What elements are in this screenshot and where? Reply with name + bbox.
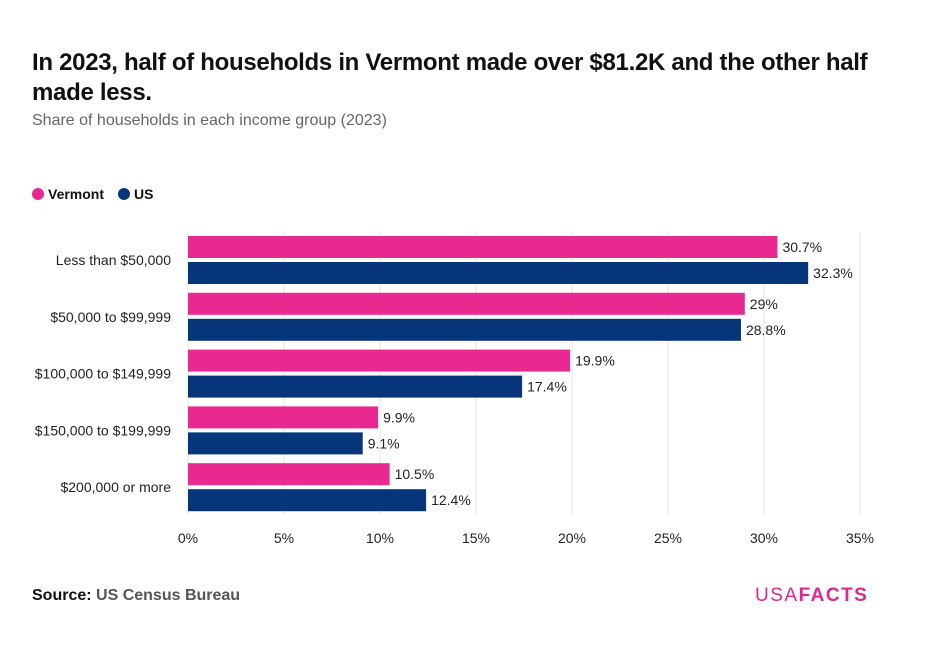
data-label-us: 17.4% [527,379,567,395]
data-label-vermont: 30.7% [782,239,822,255]
source-label: Source: [32,587,92,604]
y-category-label: $200,000 or more [60,479,171,495]
y-category-label: $50,000 to $99,999 [50,309,171,325]
x-tick-label: 25% [654,530,682,546]
logo-part-facts: FACTS [798,585,869,606]
legend: Vermont US [32,186,167,202]
legend-item-vermont: Vermont [32,186,104,202]
y-category-label: $100,000 to $149,999 [35,366,171,382]
source-text: US Census Bureau [96,587,241,604]
data-label-vermont: 19.9% [575,353,615,369]
legend-swatch-us [118,188,131,200]
bar-us [188,489,427,512]
data-label-vermont: 29% [750,296,778,312]
data-label-us: 28.8% [746,322,786,338]
x-tick-label: 5% [274,530,294,546]
bar-vermont [188,292,745,315]
x-tick-label: 20% [558,530,586,546]
source-note: Source: US Census Bureau [32,587,240,605]
data-label-vermont: 9.9% [383,409,415,425]
data-label-vermont: 10.5% [395,466,435,482]
bar-vermont [188,236,778,258]
bar-us [188,262,809,284]
legend-item-us: US [118,186,153,202]
chart-subtitle: Share of households in each income group… [32,112,387,129]
x-tick-label: 35% [846,530,874,546]
legend-label-us: US [134,186,154,202]
bar-us [188,318,741,341]
data-label-us: 9.1% [368,435,400,451]
y-category-label: $150,000 to $199,999 [35,422,171,438]
bar-us [188,375,523,398]
x-tick-label: 0% [178,530,198,546]
legend-swatch-vermont [32,188,44,200]
x-tick-label: 15% [462,530,490,546]
bar-vermont [188,463,390,486]
bar-us [188,432,363,455]
legend-label-vermont: Vermont [48,186,105,202]
data-label-us: 32.3% [813,265,853,281]
chart-title: In 2023, half of households in Vermont m… [32,49,868,106]
bar-vermont [188,349,571,372]
x-tick-label: 10% [366,530,394,546]
logo-part-usa: USA [755,585,799,606]
bar-vermont [188,406,379,429]
usafacts-logo: USAFACTS [755,585,868,607]
x-tick-label: 30% [750,530,778,546]
data-label-us: 12.4% [431,492,471,508]
y-category-label: Less than $50,000 [56,252,171,268]
